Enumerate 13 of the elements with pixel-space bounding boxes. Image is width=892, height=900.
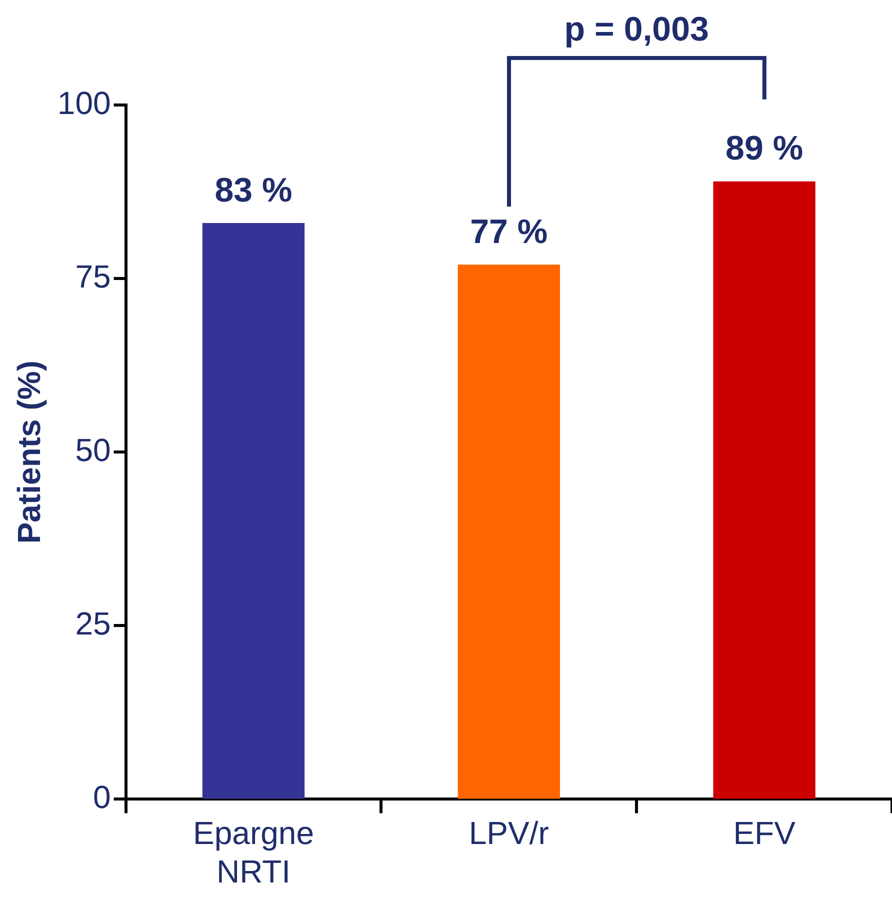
x-tick-label: EFV [733,815,796,852]
x-tick-label: Epargne NRTI [193,815,314,890]
y-tick-label: 50 [75,432,111,468]
data-label: 89 % [726,130,804,168]
y-tick-label: 100 [57,84,111,121]
data-label: 83 % [214,171,292,210]
text: p = 0,003 [564,10,709,48]
y-tick-label: 75 [75,258,111,294]
y-tick-label: 0 [92,779,111,816]
y-tick-label: 25 [75,605,111,642]
data-label: 77 % [470,213,548,252]
x-tick-label: LPV/r [468,815,550,852]
y-axis-title: Patients (%) [11,360,48,544]
